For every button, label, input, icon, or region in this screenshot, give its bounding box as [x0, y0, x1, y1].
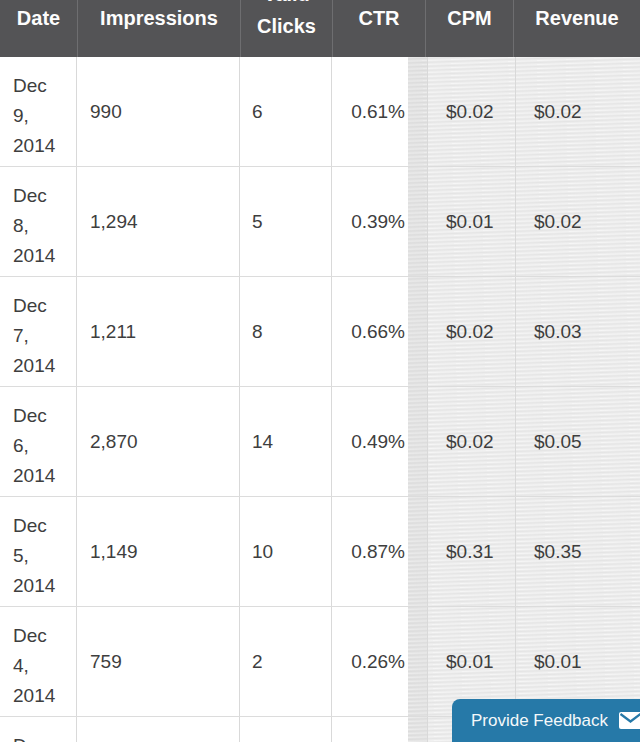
date-month: Dec: [13, 511, 74, 541]
date-year: 2014: [13, 351, 74, 381]
date-year: 2014: [13, 241, 74, 271]
cell-revenue: $0.02: [515, 167, 640, 276]
column-header-revenue: Revenue: [513, 0, 640, 57]
date-day: 6,: [13, 431, 74, 461]
date-month: Dec: [13, 71, 74, 101]
cell-ctr: 0.26%: [332, 607, 408, 716]
date-month: Dec: [13, 291, 74, 321]
cell-impressions: 1,294: [77, 167, 240, 276]
envelope-icon: [619, 712, 640, 734]
cell-ctr: 0.61%: [332, 57, 408, 166]
cell-date: Dec 6, 2014: [0, 387, 77, 496]
date-day: 7,: [13, 321, 74, 351]
date-year: 2014: [13, 681, 74, 711]
cell-gap: [408, 167, 427, 276]
cell-ctr: 0.39%: [332, 167, 408, 276]
table-row: Dec 7, 2014 1,211 8 0.66% $0.02 $0.03: [0, 277, 640, 387]
table-row: Dec 6, 2014 2,870 14 0.49% $0.02 $0.05: [0, 387, 640, 497]
cell-impressions: 1,211: [77, 277, 240, 386]
date-day: 5,: [13, 541, 74, 571]
date-day: 8,: [13, 211, 74, 241]
cell-ctr: 0.49%: [332, 387, 408, 496]
cell-impressions: 759: [77, 607, 240, 716]
table-row: Dec 9, 2014 990 6 0.61% $0.02 $0.02: [0, 57, 640, 167]
cell-gap: [408, 277, 427, 386]
date-month: Dec: [13, 731, 74, 742]
provide-feedback-button[interactable]: Provide Feedback: [452, 699, 640, 742]
date-month: Dec: [13, 181, 74, 211]
cell-revenue: $0.35: [515, 497, 640, 606]
cell-gap: [408, 607, 427, 716]
cell-ctr: 0.87%: [332, 497, 408, 606]
column-header-clicks-line1: Valid: [241, 0, 332, 10]
cell-impressions: 2,870: [77, 387, 240, 496]
cell-date: Dec 8, 2014: [0, 167, 77, 276]
cell-valid-clicks: 10: [240, 497, 332, 606]
cell-date: Dec 7, 2014: [0, 277, 77, 386]
cell-valid-clicks: 5: [240, 167, 332, 276]
table-header: Date Impressions Valid Clicks CTR CPM Re…: [0, 0, 640, 57]
table-body: Dec 9, 2014 990 6 0.61% $0.02 $0.02 Dec …: [0, 57, 640, 742]
cell-cpm: $0.01: [427, 167, 515, 276]
date-year: 2014: [13, 131, 74, 161]
cell-valid-clicks: 2: [240, 607, 332, 716]
cell-valid-clicks: [240, 717, 332, 742]
cell-date: Dec 9, 2014: [0, 57, 77, 166]
column-header-impressions: Impressions: [77, 0, 240, 57]
cell-valid-clicks: 14: [240, 387, 332, 496]
cell-impressions: [77, 717, 240, 742]
column-header-date: Date: [0, 0, 77, 57]
cell-impressions: 1,149: [77, 497, 240, 606]
date-month: Dec: [13, 401, 74, 431]
date-day: 4,: [13, 651, 74, 681]
cell-gap: [408, 717, 427, 742]
date-year: 2014: [13, 571, 74, 601]
cell-gap: [408, 57, 427, 166]
cell-ctr: [332, 717, 408, 742]
cell-revenue: $0.03: [515, 277, 640, 386]
cell-valid-clicks: 8: [240, 277, 332, 386]
table-row: Dec 8, 2014 1,294 5 0.39% $0.01 $0.02: [0, 167, 640, 277]
cell-ctr: 0.66%: [332, 277, 408, 386]
cell-valid-clicks: 6: [240, 57, 332, 166]
cell-date: Dec 5, 2014: [0, 497, 77, 606]
cell-date: Dec 4, 2014: [0, 607, 77, 716]
cell-cpm: $0.02: [427, 57, 515, 166]
cell-cpm: $0.31: [427, 497, 515, 606]
date-year: 2014: [13, 461, 74, 491]
ad-stats-table-screen: Date Impressions Valid Clicks CTR CPM Re…: [0, 0, 640, 742]
cell-cpm: $0.02: [427, 387, 515, 496]
cell-cpm: $0.02: [427, 277, 515, 386]
provide-feedback-label: Provide Feedback: [471, 711, 608, 731]
date-day: 9,: [13, 101, 74, 131]
cell-impressions: 990: [77, 57, 240, 166]
cell-revenue: $0.02: [515, 57, 640, 166]
column-header-clicks-line2: Clicks: [241, 10, 332, 42]
cell-gap: [408, 387, 427, 496]
cell-revenue: $0.05: [515, 387, 640, 496]
table-row: Dec 5, 2014 1,149 10 0.87% $0.31 $0.35: [0, 497, 640, 607]
column-header-ctr: CTR: [332, 0, 425, 57]
cell-gap: [408, 497, 427, 606]
cell-date: Dec: [0, 717, 77, 742]
column-header-valid-clicks: Valid Clicks: [240, 0, 332, 57]
column-header-cpm: CPM: [425, 0, 513, 57]
date-month: Dec: [13, 621, 74, 651]
